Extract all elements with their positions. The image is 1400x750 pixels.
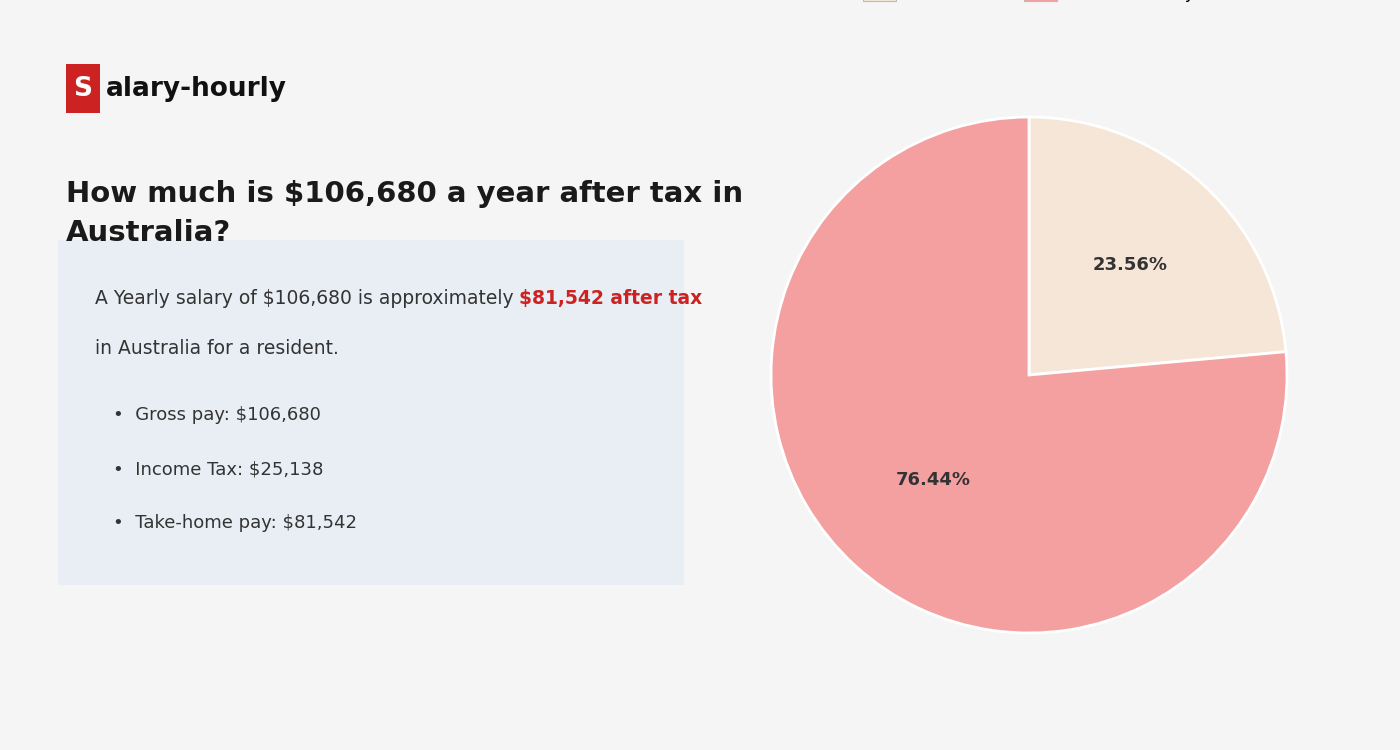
FancyBboxPatch shape [66,64,101,112]
Text: in Australia for a resident.: in Australia for a resident. [95,339,339,358]
Text: S: S [73,76,92,101]
Text: 76.44%: 76.44% [896,471,970,489]
Text: How much is $106,680 a year after tax in
Australia?: How much is $106,680 a year after tax in… [66,180,742,247]
Wedge shape [771,117,1287,633]
Text: •  Gross pay: $106,680: • Gross pay: $106,680 [113,406,321,424]
Text: •  Income Tax: $25,138: • Income Tax: $25,138 [113,460,323,478]
Text: 23.56%: 23.56% [1092,256,1168,274]
Wedge shape [1029,117,1287,375]
Text: alary-hourly: alary-hourly [105,76,287,101]
FancyBboxPatch shape [59,240,685,585]
Legend: Income Tax, Take-home Pay: Income Tax, Take-home Pay [857,0,1201,8]
Text: A Yearly salary of $106,680 is approximately: A Yearly salary of $106,680 is approxima… [95,289,519,308]
Text: •  Take-home pay: $81,542: • Take-home pay: $81,542 [113,514,357,532]
Text: $81,542 after tax: $81,542 after tax [519,289,703,308]
